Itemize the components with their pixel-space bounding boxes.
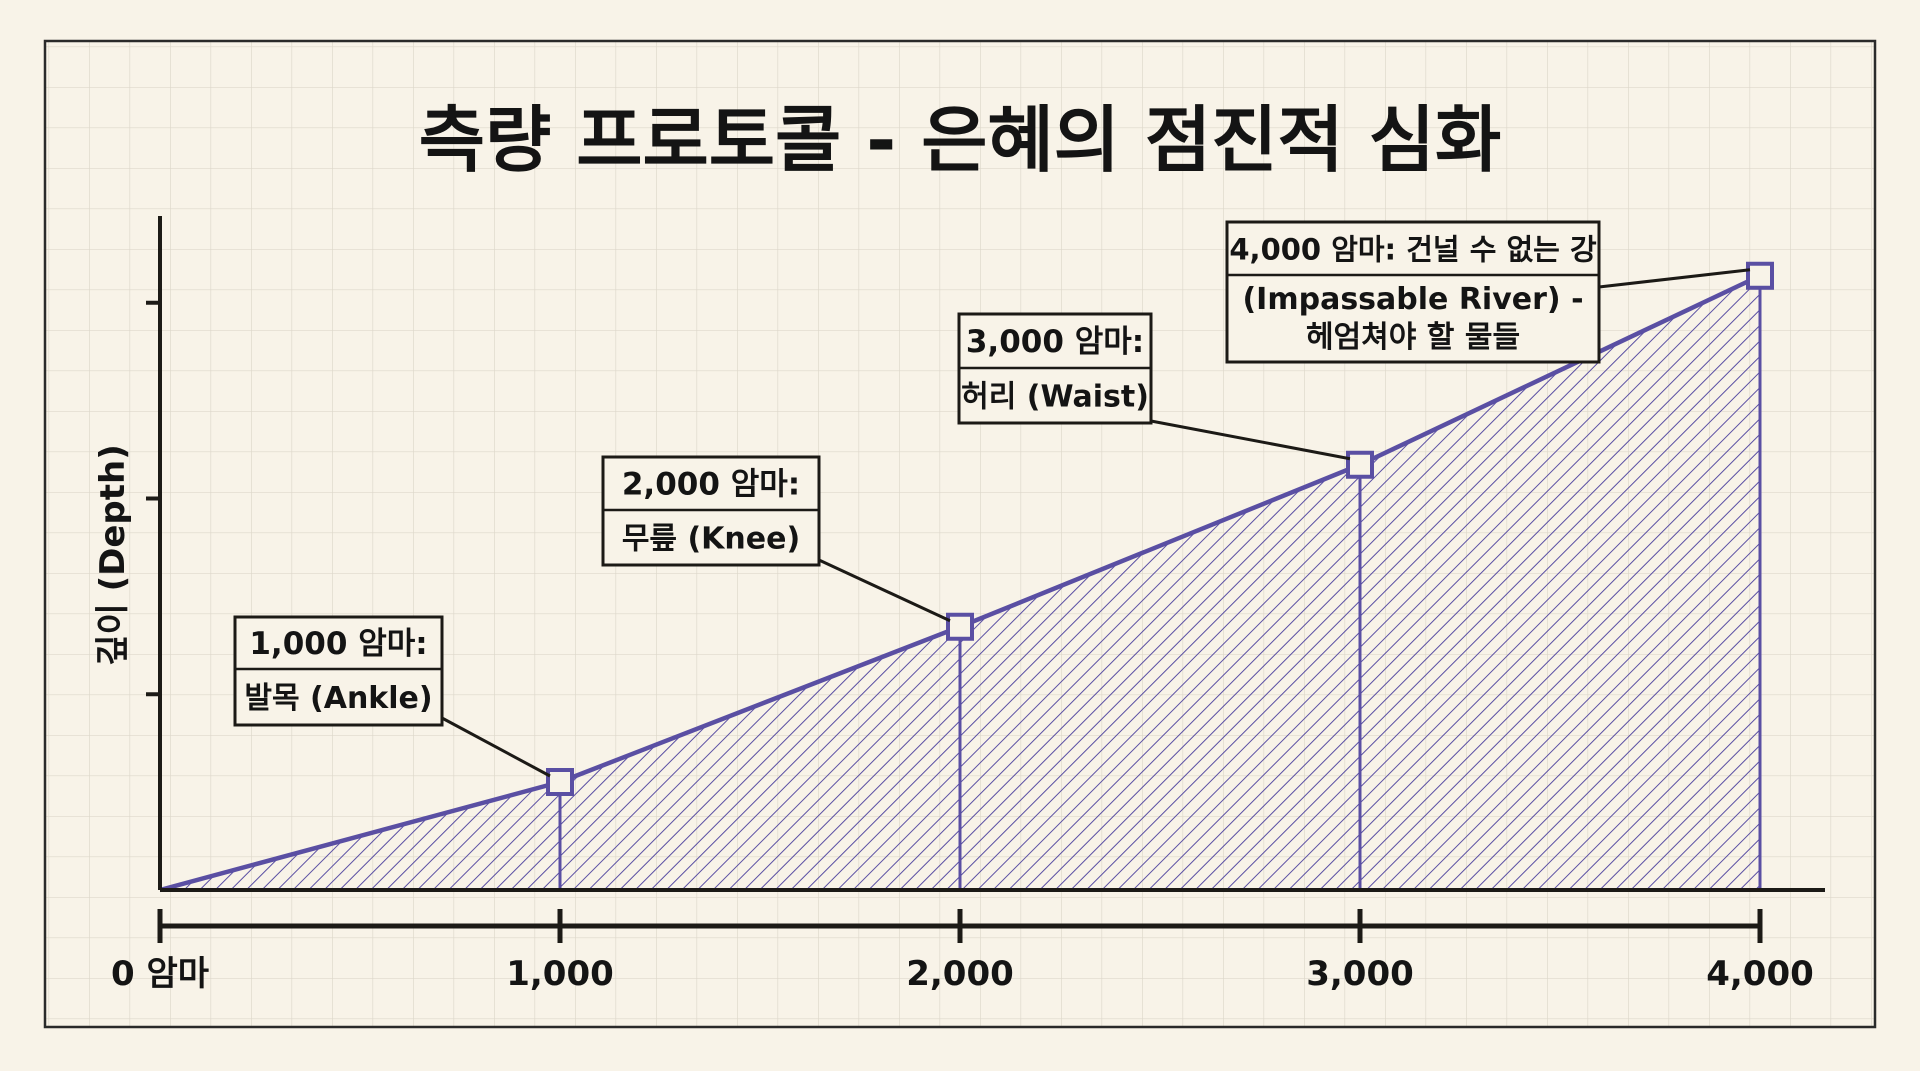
annotation-text: 허리 (Waist) bbox=[961, 380, 1149, 415]
annotation-callout: 3,000 암마: 허리 (Waist) bbox=[957, 312, 1351, 461]
annotation-heading: 1,000 암마: bbox=[249, 626, 427, 662]
y-axis-label: 깊이 (Depth) bbox=[93, 444, 133, 666]
annotation-heading: 3,000 암마: bbox=[966, 324, 1144, 360]
annotation-callout: 1,000 암마: 발목 (Ankle) bbox=[233, 615, 551, 778]
chart-title: 측량 프로토콜 - 은혜의 점진적 심화 bbox=[419, 98, 1502, 182]
annotations: 1,000 암마: 발목 (Ankle) 2,000 암마: 무릎 (Knee) 3,0… bbox=[233, 220, 1751, 778]
leader-line bbox=[1150, 419, 1351, 461]
x-tick-label: 3,000 bbox=[1306, 954, 1414, 994]
annotation-text: (Impassable River) - bbox=[1242, 282, 1583, 317]
x-tick-label: 0 암마 bbox=[111, 954, 209, 994]
data-point-marker bbox=[1746, 261, 1774, 290]
annotation-box bbox=[233, 615, 444, 727]
annotation-callout: 4,000 암마: 건널 수 없는 강 (Impassable River) -헤… bbox=[1225, 220, 1751, 364]
annotation-text: 헤엄쳐야 할 물들 bbox=[1306, 320, 1520, 355]
markers bbox=[546, 261, 1774, 796]
annotation-text: 발목 (Ankle) bbox=[244, 681, 432, 716]
data-point-marker bbox=[1346, 450, 1374, 479]
x-tick-label: 2,000 bbox=[906, 954, 1014, 994]
annotation-box bbox=[1225, 220, 1601, 364]
leader-line bbox=[441, 716, 551, 778]
axes: 0 암마 1,000 2,000 3,000 4,000 bbox=[111, 216, 1825, 994]
data-point-marker bbox=[546, 768, 574, 796]
annotation-callout: 2,000 암마: 무릎 (Knee) bbox=[601, 455, 951, 623]
x-tick-label: 4,000 bbox=[1706, 954, 1814, 994]
data-point-marker bbox=[946, 612, 974, 641]
annotation-text: 무릎 (Knee) bbox=[622, 522, 800, 557]
annotation-heading: 4,000 암마: 건널 수 없는 강 bbox=[1229, 233, 1597, 267]
annotation-heading: 2,000 암마: bbox=[622, 467, 800, 503]
leader-line bbox=[818, 558, 951, 623]
leader-line bbox=[1598, 268, 1751, 289]
x-tick-label: 1,000 bbox=[506, 954, 614, 994]
